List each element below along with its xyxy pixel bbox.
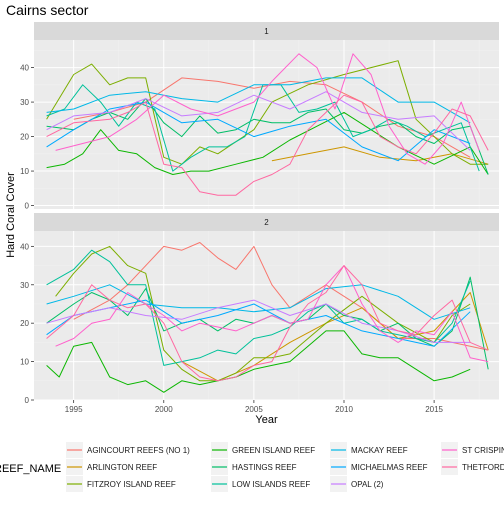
x-tick-label: 2015 [425, 405, 443, 414]
legend-title: REEF_NAME [0, 463, 61, 475]
legend-label: FITZROY ISLAND REEF [87, 480, 176, 489]
legend-label: OPAL (2) [351, 480, 384, 489]
series-line [46, 249, 471, 366]
legend-label: HASTINGS REEF [232, 463, 297, 472]
x-tick-label: 2010 [335, 405, 353, 414]
legend-label: THETFORD REEF [462, 463, 504, 472]
series-line [55, 53, 480, 165]
y-tick-label: 0 [25, 202, 30, 211]
legend-label: ARLINGTON REEF [87, 463, 157, 472]
legend-label: LOW ISLANDS REEF [232, 480, 310, 489]
panel-background [34, 40, 499, 209]
series-line [46, 98, 489, 175]
y-tick-label: 30 [20, 98, 29, 107]
y-tick-label: 30 [20, 281, 29, 290]
series-line [46, 284, 471, 320]
series-line [46, 77, 471, 124]
series-line [46, 101, 471, 162]
legend-label: GREEN ISLAND REEF [232, 446, 315, 455]
x-tick-label: 2005 [245, 405, 263, 414]
y-tick-label: 20 [20, 133, 29, 142]
facet-strip-label: 1 [264, 27, 269, 36]
panel-background [34, 231, 499, 400]
x-axis-title: Year [255, 414, 278, 426]
y-axis-title: Hard Coral Cover [5, 172, 17, 258]
legend-label: MICHAELMAS REEF [351, 463, 428, 472]
facet-strip [34, 22, 499, 40]
y-tick-label: 20 [20, 319, 29, 328]
legend-label: AGINCOURT REEFS (NO 1) [87, 446, 190, 455]
facet-strip-label: 2 [264, 218, 269, 227]
series-line [55, 265, 489, 363]
series-line [46, 94, 489, 196]
series-line [46, 265, 489, 382]
facet-strip [34, 213, 499, 231]
x-tick-label: 2000 [155, 405, 173, 414]
y-tick-label: 0 [25, 396, 30, 405]
y-tick-label: 40 [20, 242, 29, 251]
y-tick-label: 10 [20, 167, 29, 176]
chart-title: Cairns sector [6, 2, 89, 18]
series-line [73, 242, 489, 351]
y-tick-label: 10 [20, 358, 29, 367]
y-tick-label: 40 [20, 64, 29, 73]
series-line [46, 60, 489, 165]
legend-label: MACKAY REEF [351, 446, 408, 455]
x-tick-label: 1995 [65, 405, 83, 414]
series-line [55, 245, 471, 382]
series-line [46, 91, 471, 151]
legend-label: ST CRISPIN REEF [462, 446, 504, 455]
series-line [46, 330, 471, 393]
